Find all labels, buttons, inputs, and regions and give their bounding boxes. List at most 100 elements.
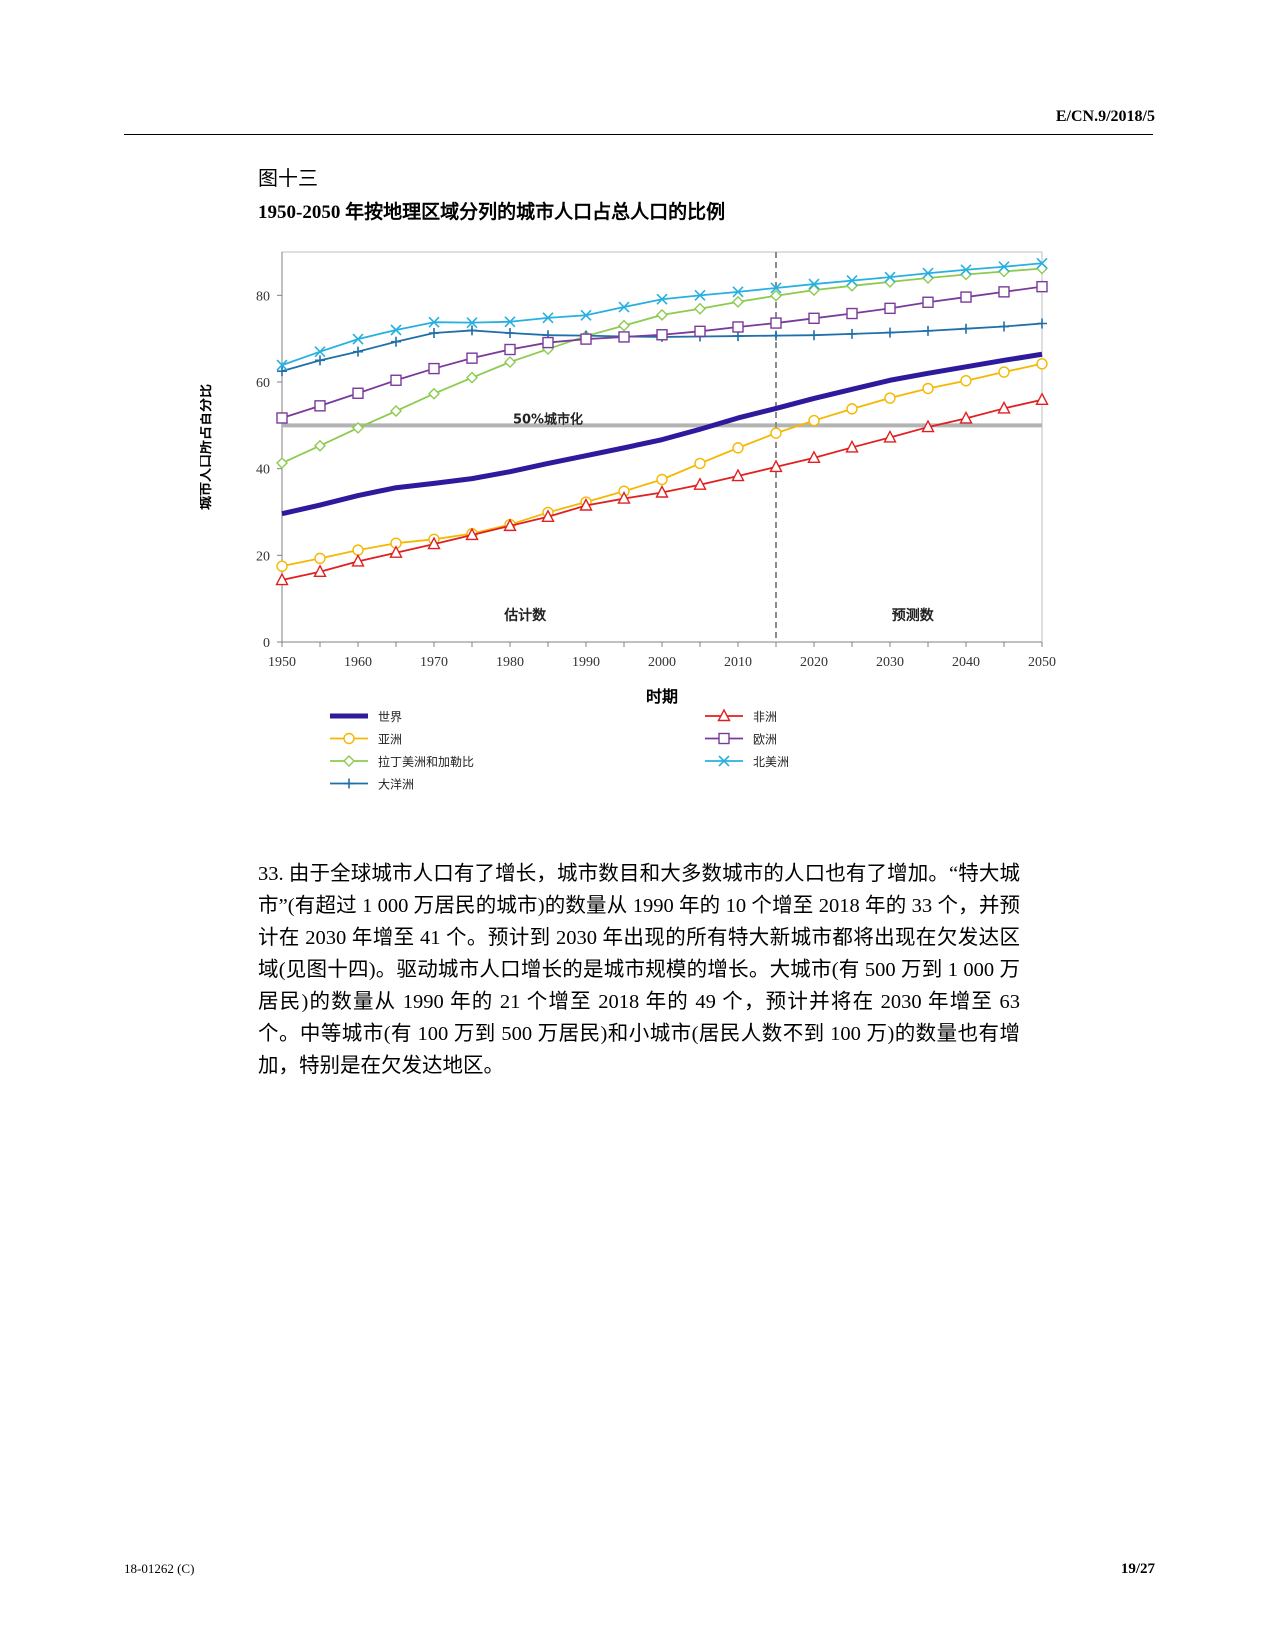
data-point-plus [771, 330, 781, 341]
legend-label-3: 大洋洲 [378, 777, 414, 792]
data-point-circle [846, 403, 858, 415]
data-point-circle [694, 457, 706, 470]
series-line-0 [281, 351, 1043, 517]
data-point-plus [1037, 318, 1047, 329]
data-point-x [770, 282, 782, 294]
data-point-square [314, 400, 326, 412]
data-point-triangle [921, 419, 935, 433]
data-point-diamond [922, 272, 934, 284]
data-point-diamond [428, 387, 440, 400]
x-tick-label: 1990 [572, 655, 600, 670]
data-point-circle [960, 374, 972, 387]
data-point-circle [352, 544, 364, 556]
data-point-x [998, 261, 1010, 273]
data-point-x [922, 267, 934, 279]
data-point-square [808, 312, 820, 324]
data-point-square [276, 412, 288, 424]
data-point-triangle [617, 491, 631, 504]
data-point-diamond [276, 457, 288, 470]
data-point-triangle [313, 564, 327, 577]
data-point-x [466, 317, 478, 329]
x-tick-label: 2040 [952, 655, 980, 670]
data-point-diamond [846, 279, 858, 292]
data-point-x [808, 278, 820, 290]
data-point-diamond [466, 371, 478, 384]
data-point-x [884, 271, 896, 283]
legend-label-5: 欧洲 [753, 733, 777, 747]
data-point-square [580, 333, 592, 345]
data-point-circle [343, 732, 355, 745]
data-point-diamond [1036, 262, 1048, 275]
data-point-x [542, 312, 554, 324]
data-point-triangle [959, 410, 973, 424]
data-point-diamond [504, 356, 516, 369]
y-tick-label: 40 [256, 463, 270, 478]
data-point-x [276, 359, 288, 371]
x-tick-label: 2030 [876, 655, 904, 670]
data-point-x [428, 316, 440, 328]
data-point-triangle [427, 536, 441, 550]
x-tick-label: 1970 [420, 655, 448, 670]
data-point-triangle [579, 497, 593, 511]
data-point-diamond [352, 421, 364, 434]
data-point-square [846, 307, 858, 320]
data-point-square [504, 343, 516, 356]
data-point-x [352, 333, 364, 345]
data-point-triangle [351, 553, 365, 567]
data-point-square [960, 291, 972, 303]
x-tick-label: 2000 [648, 655, 676, 670]
data-point-diamond [314, 439, 326, 452]
x-tick-label: 1950 [268, 655, 296, 670]
legend-label-0: 世界 [378, 710, 402, 724]
y-tick-label: 80 [256, 289, 270, 304]
data-point-plus [353, 346, 363, 357]
data-point-plus [999, 321, 1009, 332]
data-point-x [846, 275, 858, 287]
data-point-square [694, 325, 706, 338]
data-point-triangle [717, 708, 731, 722]
figure-title: 1950-2050 年按地理区域分列的城市人口占总人口的比例 [258, 202, 726, 223]
data-point-circle [314, 552, 326, 565]
figure-label: 图十三 [258, 168, 318, 190]
data-point-plus [344, 778, 354, 789]
y-axis-title: 城市人口所占百分比 [200, 384, 214, 510]
data-point-square [922, 296, 934, 308]
data-point-square [352, 387, 364, 399]
data-point-x [732, 286, 744, 298]
data-point-triangle [541, 509, 555, 522]
data-point-square [732, 321, 744, 333]
data-point-x [390, 324, 402, 336]
data-point-x [694, 289, 706, 301]
data-point-circle [770, 427, 782, 439]
data-point-triangle [731, 468, 745, 482]
legend-label-1: 亚洲 [378, 733, 402, 747]
x-tick-label: 1960 [344, 655, 372, 670]
data-point-square [1036, 280, 1048, 293]
data-point-triangle [275, 572, 289, 586]
data-point-square [998, 286, 1010, 298]
x-tick-label: 2010 [724, 655, 752, 670]
data-point-diamond [732, 295, 744, 308]
data-point-plus [733, 331, 743, 342]
data-point-square [466, 352, 478, 364]
data-point-triangle [1035, 392, 1049, 405]
data-point-circle [998, 366, 1010, 378]
data-point-x [314, 346, 326, 358]
data-point-circle [656, 473, 668, 486]
data-point-x [1036, 257, 1048, 269]
data-point-circle [884, 392, 896, 404]
data-point-square [428, 362, 440, 375]
data-point-diamond [618, 319, 630, 332]
paragraph-33: 33. 由于全球城市人口有了增长，城市数目和大多数城市的人口也有了增加。“特大城… [258, 863, 1020, 1077]
legend-label-2: 拉丁美洲和加勒比 [378, 754, 474, 769]
data-point-plus [505, 328, 515, 339]
data-point-circle [922, 382, 934, 395]
footer-page-number: 19/27 [1120, 1561, 1155, 1577]
data-point-x [580, 309, 592, 321]
data-point-triangle [997, 400, 1011, 414]
data-point-diamond [770, 289, 782, 302]
data-point-circle [276, 560, 288, 572]
data-point-diamond [694, 302, 706, 315]
data-point-plus [315, 355, 325, 366]
